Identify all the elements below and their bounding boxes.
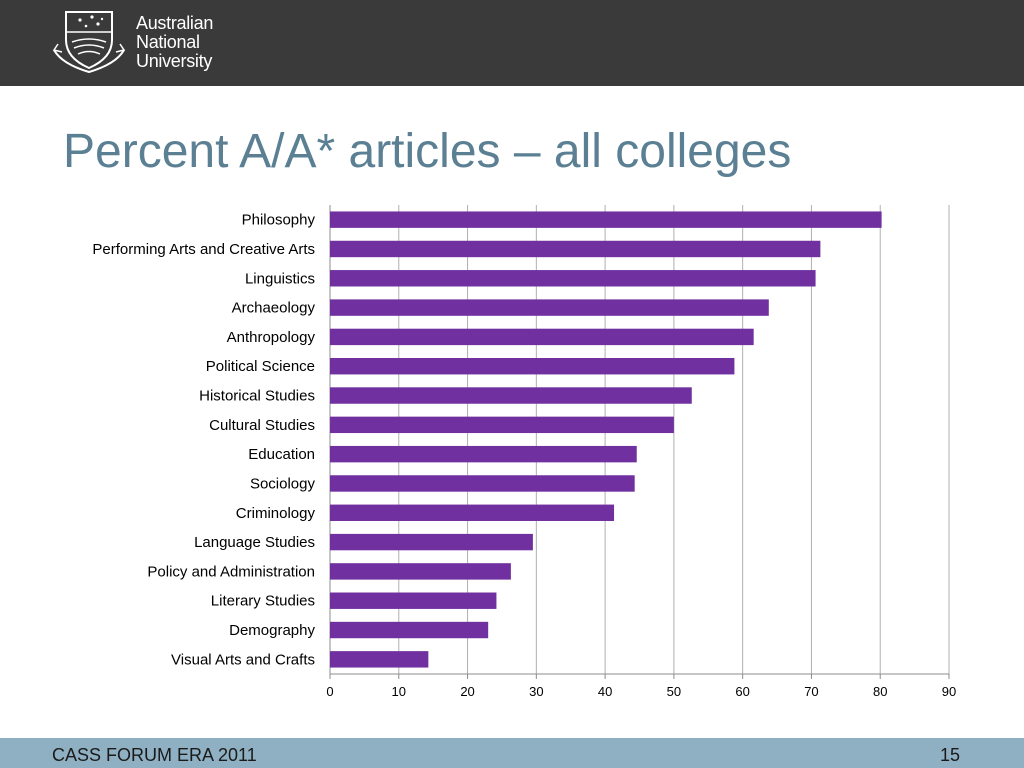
category-label: Cultural Studies [209, 417, 315, 434]
x-tick-label: 0 [326, 684, 333, 699]
category-label: Sociology [250, 475, 316, 492]
x-tick-label: 20 [460, 684, 474, 699]
header-bar: Australian National University [0, 0, 1024, 86]
x-tick-label: 80 [873, 684, 887, 699]
x-tick-label: 40 [598, 684, 612, 699]
category-label: Education [248, 446, 315, 463]
x-tick-label: 60 [735, 684, 749, 699]
bar [330, 563, 511, 580]
logo-wordmark: Australian National University [136, 14, 213, 71]
anu-crest-icon [52, 11, 126, 74]
bar [330, 358, 735, 375]
bar [330, 328, 754, 346]
x-tick-label: 30 [529, 684, 543, 699]
bar [330, 475, 635, 492]
category-label: Demography [229, 622, 315, 639]
x-tick-label: 50 [667, 684, 681, 699]
footer-text: CASS FORUM ERA 2011 [52, 745, 257, 765]
x-tick-label: 70 [804, 684, 818, 699]
category-label: Policy and Administration [147, 563, 315, 580]
bar-chart: 0 10 20 30 40 50 60 70 80 90 Philosophy Performing … [92, 205, 956, 699]
x-tick-label: 10 [392, 684, 406, 699]
bar [330, 651, 429, 668]
bar [330, 299, 769, 316]
category-label: Linguistics [245, 270, 315, 287]
category-label: Performing Arts and Creative Arts [92, 241, 315, 258]
category-label: Literary Studies [211, 593, 315, 610]
x-tick-label: 90 [942, 684, 956, 699]
bar [330, 592, 497, 609]
logo-line-3: University [136, 51, 213, 71]
logo-line-2: National [136, 32, 200, 52]
bar [330, 621, 489, 639]
category-label: Historical Studies [199, 388, 315, 405]
category-label: Language Studies [194, 534, 315, 551]
bar [330, 445, 637, 463]
category-label: Political Science [206, 358, 315, 375]
category-label: Philosophy [242, 212, 316, 229]
category-label: Archaeology [232, 300, 316, 317]
bar [330, 533, 533, 551]
bar [330, 416, 674, 434]
slide-title: Percent A/A* articles – all colleges [63, 125, 792, 178]
category-label: Anthropology [227, 329, 316, 346]
bar [330, 240, 821, 258]
bar [330, 270, 816, 287]
bar [330, 211, 882, 228]
footer-bar: CASS FORUM ERA 2011 15 [0, 738, 1024, 768]
anu-logo[interactable]: Australian National University [52, 10, 232, 74]
bar [330, 387, 692, 404]
category-label: Visual Arts and Crafts [171, 651, 315, 668]
bar [330, 504, 615, 521]
page-number: 15 [939, 745, 960, 765]
logo-line-1: Australian [136, 13, 214, 33]
category-label: Criminology [236, 505, 316, 522]
